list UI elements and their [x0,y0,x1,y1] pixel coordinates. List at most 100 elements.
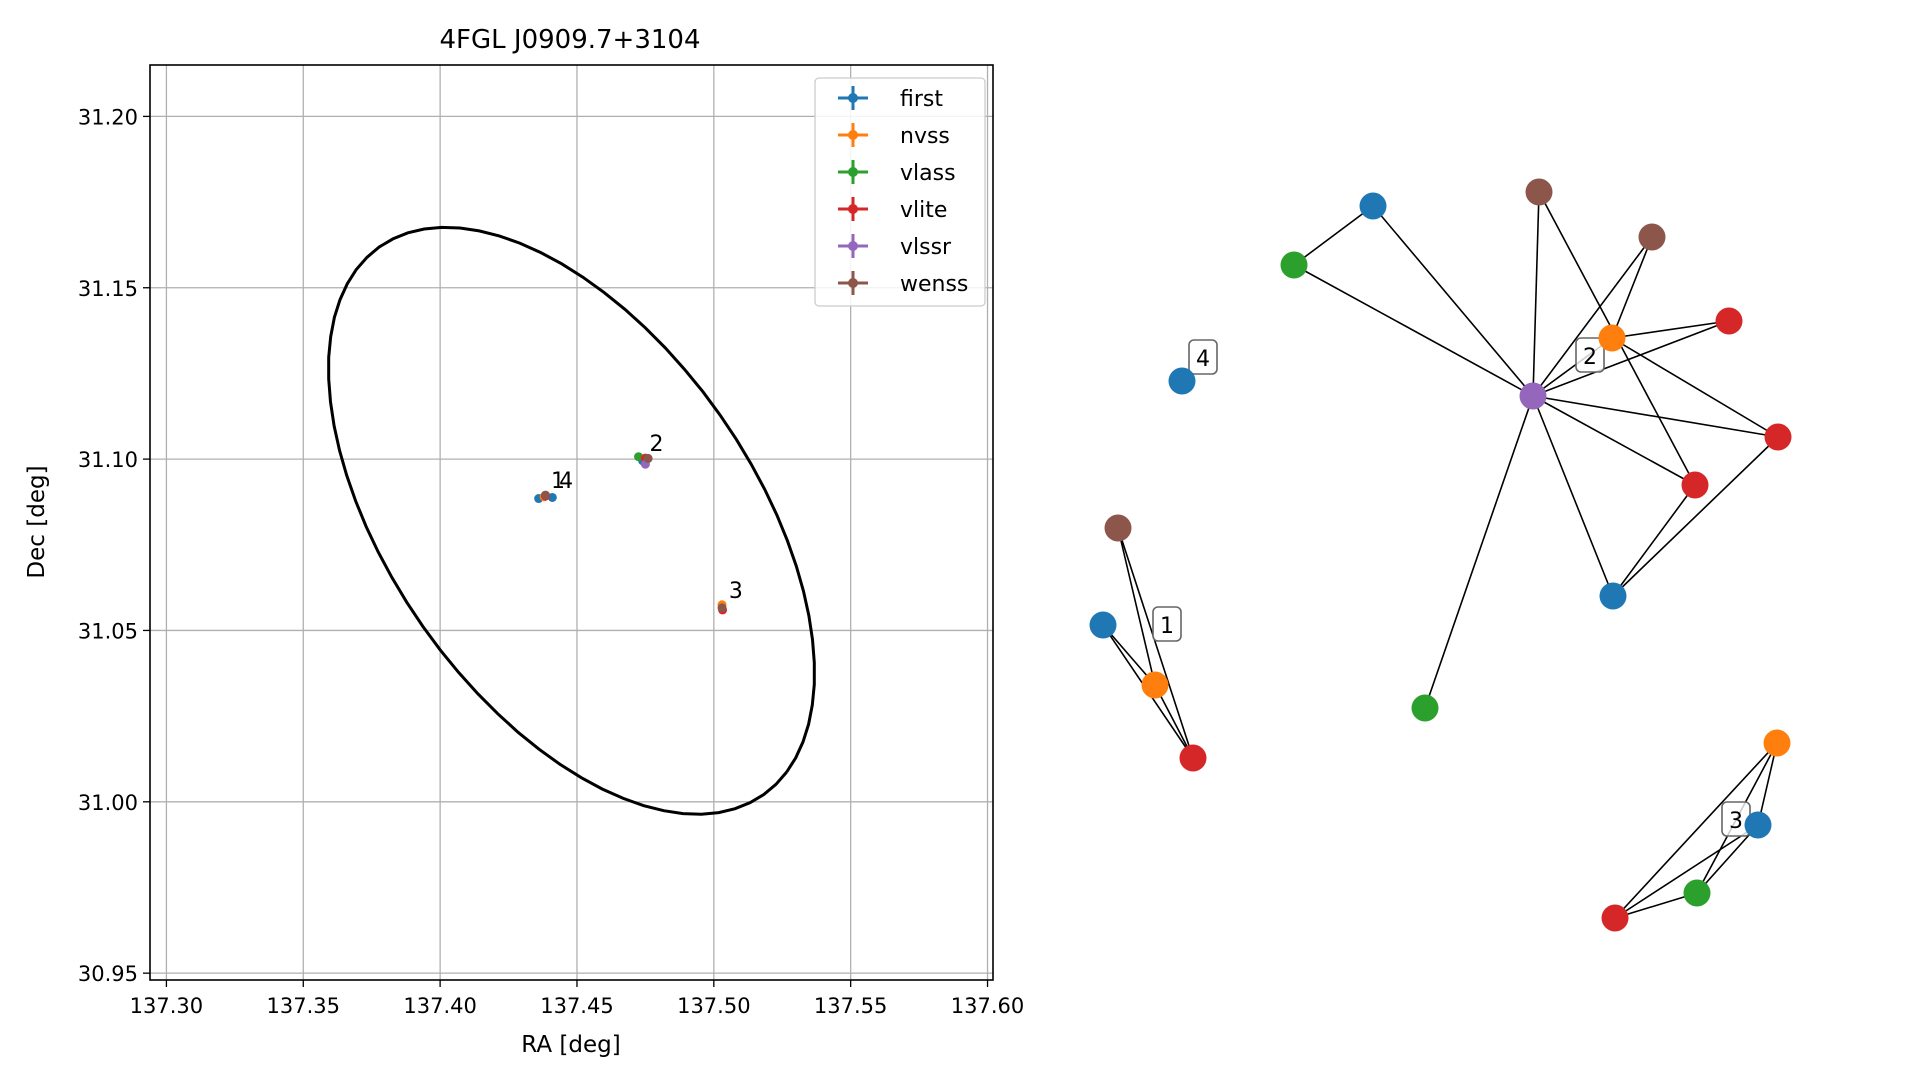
network-edge [1614,742,1778,919]
legend-marker-dot [848,204,858,214]
node-wenss [1104,514,1132,542]
network-edge [1696,824,1759,894]
node-first [1599,582,1627,610]
legend-entry-wenss: wenss [838,271,968,297]
point-annotations: 14 2 3 [551,432,743,604]
group-label-4: 4 [1188,339,1218,375]
annotation-label: 1 [551,469,565,494]
node-first [1168,367,1196,395]
network-edge [1293,205,1374,266]
node-vlite [1601,904,1629,932]
chart-title: 4FGL J0909.7+3104 [440,25,701,55]
legend-label: first [900,87,943,112]
network-edge [1532,320,1730,397]
network-edge [1611,337,1779,438]
network-edge [1612,484,1696,597]
x-tick-label: 137.30 [130,994,203,1018]
node-wenss [1525,178,1553,206]
legend-label: wenss [900,272,968,297]
legend-marker-dot [848,278,858,288]
group-label-box [1575,337,1605,373]
y-tick-label: 30.95 [78,962,138,986]
network-edge [1154,684,1194,759]
legend-label: vlite [900,198,947,223]
legend-label: vlssr [900,235,952,260]
node-vlass [1280,251,1308,279]
legend-marker-dot [848,93,858,103]
node-wenss [1638,223,1666,251]
x-tick-label: 137.35 [267,994,340,1018]
ellipse-outline [327,225,816,816]
node-first [1089,611,1117,639]
network-edge [1757,742,1778,826]
node-vlass [1683,879,1711,907]
network-edge [1611,236,1653,339]
node-nvss [1141,671,1169,699]
point-first [547,492,557,502]
point-wenss [540,490,550,500]
y-tick-label: 31.05 [78,619,138,643]
group-label-2: 2 [1575,337,1605,373]
node-vlssr [1519,382,1547,410]
y-tick-label: 31.00 [78,791,138,815]
network-edges [1102,191,1779,919]
legend-entry-vlass: vlass [838,160,956,186]
scatter-panel: 4FGL J0909.7+3104 14 2 3 137.30 137.35 137.4… [24,25,1024,1058]
legend-entry-vlssr: vlssr [838,234,952,260]
network-edge [1614,824,1759,919]
legend-entry-nvss: nvss [838,123,950,149]
network-edge [1372,205,1534,397]
annotation-label: 3 [729,579,743,604]
group-label-text: 4 [1196,347,1210,372]
network-edge [1532,236,1653,397]
group-label-box [1188,339,1218,375]
group-label-3: 3 [1721,801,1751,837]
node-vlite [1179,744,1207,772]
node-vlass [1411,694,1439,722]
legend: first nvss vlass vlite vlssr wenss [814,77,986,307]
network-panel: 1 2 3 4 [1089,178,1792,932]
point-wenss [643,453,653,463]
legend-entry-vlite: vlite [838,197,947,223]
y-tick-label: 31.10 [78,448,138,472]
x-tick-label: 137.60 [951,994,1024,1018]
group-labels: 1 2 3 4 [1152,337,1751,837]
network-edge [1117,527,1194,759]
network-edge [1612,436,1779,597]
point-wenss [717,603,727,613]
node-nvss [1763,729,1791,757]
plot-frame [149,64,994,981]
group-label-text: 1 [1160,614,1174,639]
x-tick-label: 137.55 [814,994,887,1018]
legend-marker-dot [848,167,858,177]
node-first [1744,811,1772,839]
point-vlass [634,452,644,462]
y-axis-label: Dec [deg] [24,465,50,578]
network-edge [1532,395,1696,486]
network-edge [1532,395,1779,438]
network-edge [1614,892,1698,919]
network-edge [1611,320,1730,339]
annotation-label: 2 [650,432,664,457]
x-axis-label: RA [deg] [521,1032,620,1058]
network-edge [1532,395,1614,597]
legend-entry-first: first [838,86,943,112]
group-label-text: 3 [1729,809,1743,834]
network-edge [1117,527,1156,686]
uncertainty-ellipse [327,225,816,816]
group-label-box [1152,606,1182,642]
axis-ticks: 137.30 137.35 137.40 137.45 137.50 137.55 137.… [78,105,1024,1018]
legend-label: nvss [900,124,950,149]
y-tick-label: 31.15 [78,277,138,301]
y-tick-label: 31.20 [78,105,138,129]
legend-marker-dot [848,130,858,140]
node-vlite [1715,307,1743,335]
network-nodes [1089,178,1792,932]
group-label-text: 2 [1583,345,1597,370]
node-first [1359,192,1387,220]
x-tick-label: 137.50 [677,994,750,1018]
node-vlite [1681,471,1709,499]
x-tick-label: 137.40 [403,994,476,1018]
legend-label: vlass [900,161,956,186]
